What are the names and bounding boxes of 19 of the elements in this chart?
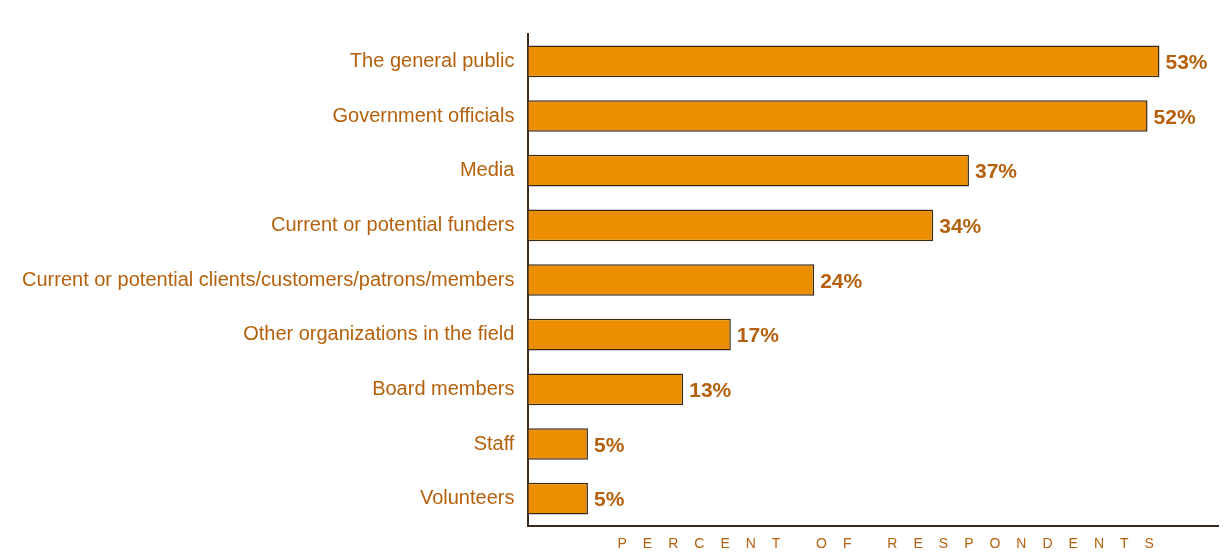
data-label: 13% — [689, 378, 732, 402]
y-tick-label: Current or potential clients/customers/patrons/members — [22, 267, 515, 290]
data-label: 52% — [1153, 104, 1196, 128]
y-tick-label: Government officials — [332, 103, 515, 126]
data-label: 34% — [939, 214, 982, 238]
y-tick-label: Staff — [473, 431, 515, 454]
data-label: 17% — [736, 323, 780, 347]
data-label: 53% — [1165, 50, 1208, 74]
y-tick-label: Other organizations in the field — [243, 322, 515, 345]
data-label: 37% — [974, 159, 1018, 183]
y-tick-label: Current or potential funders — [270, 212, 515, 235]
data-label: 5% — [593, 487, 625, 511]
y-tick-label: The general public — [349, 48, 515, 71]
data-label: 24% — [820, 268, 863, 292]
x-axis-title: PERCENT OF RESPONDENTS — [617, 534, 1170, 551]
data-label: 5% — [593, 432, 625, 456]
y-tick-label: Volunteers — [419, 486, 515, 509]
y-tick-label: Board members — [372, 376, 515, 399]
y-tick-label: Media — [459, 158, 516, 181]
